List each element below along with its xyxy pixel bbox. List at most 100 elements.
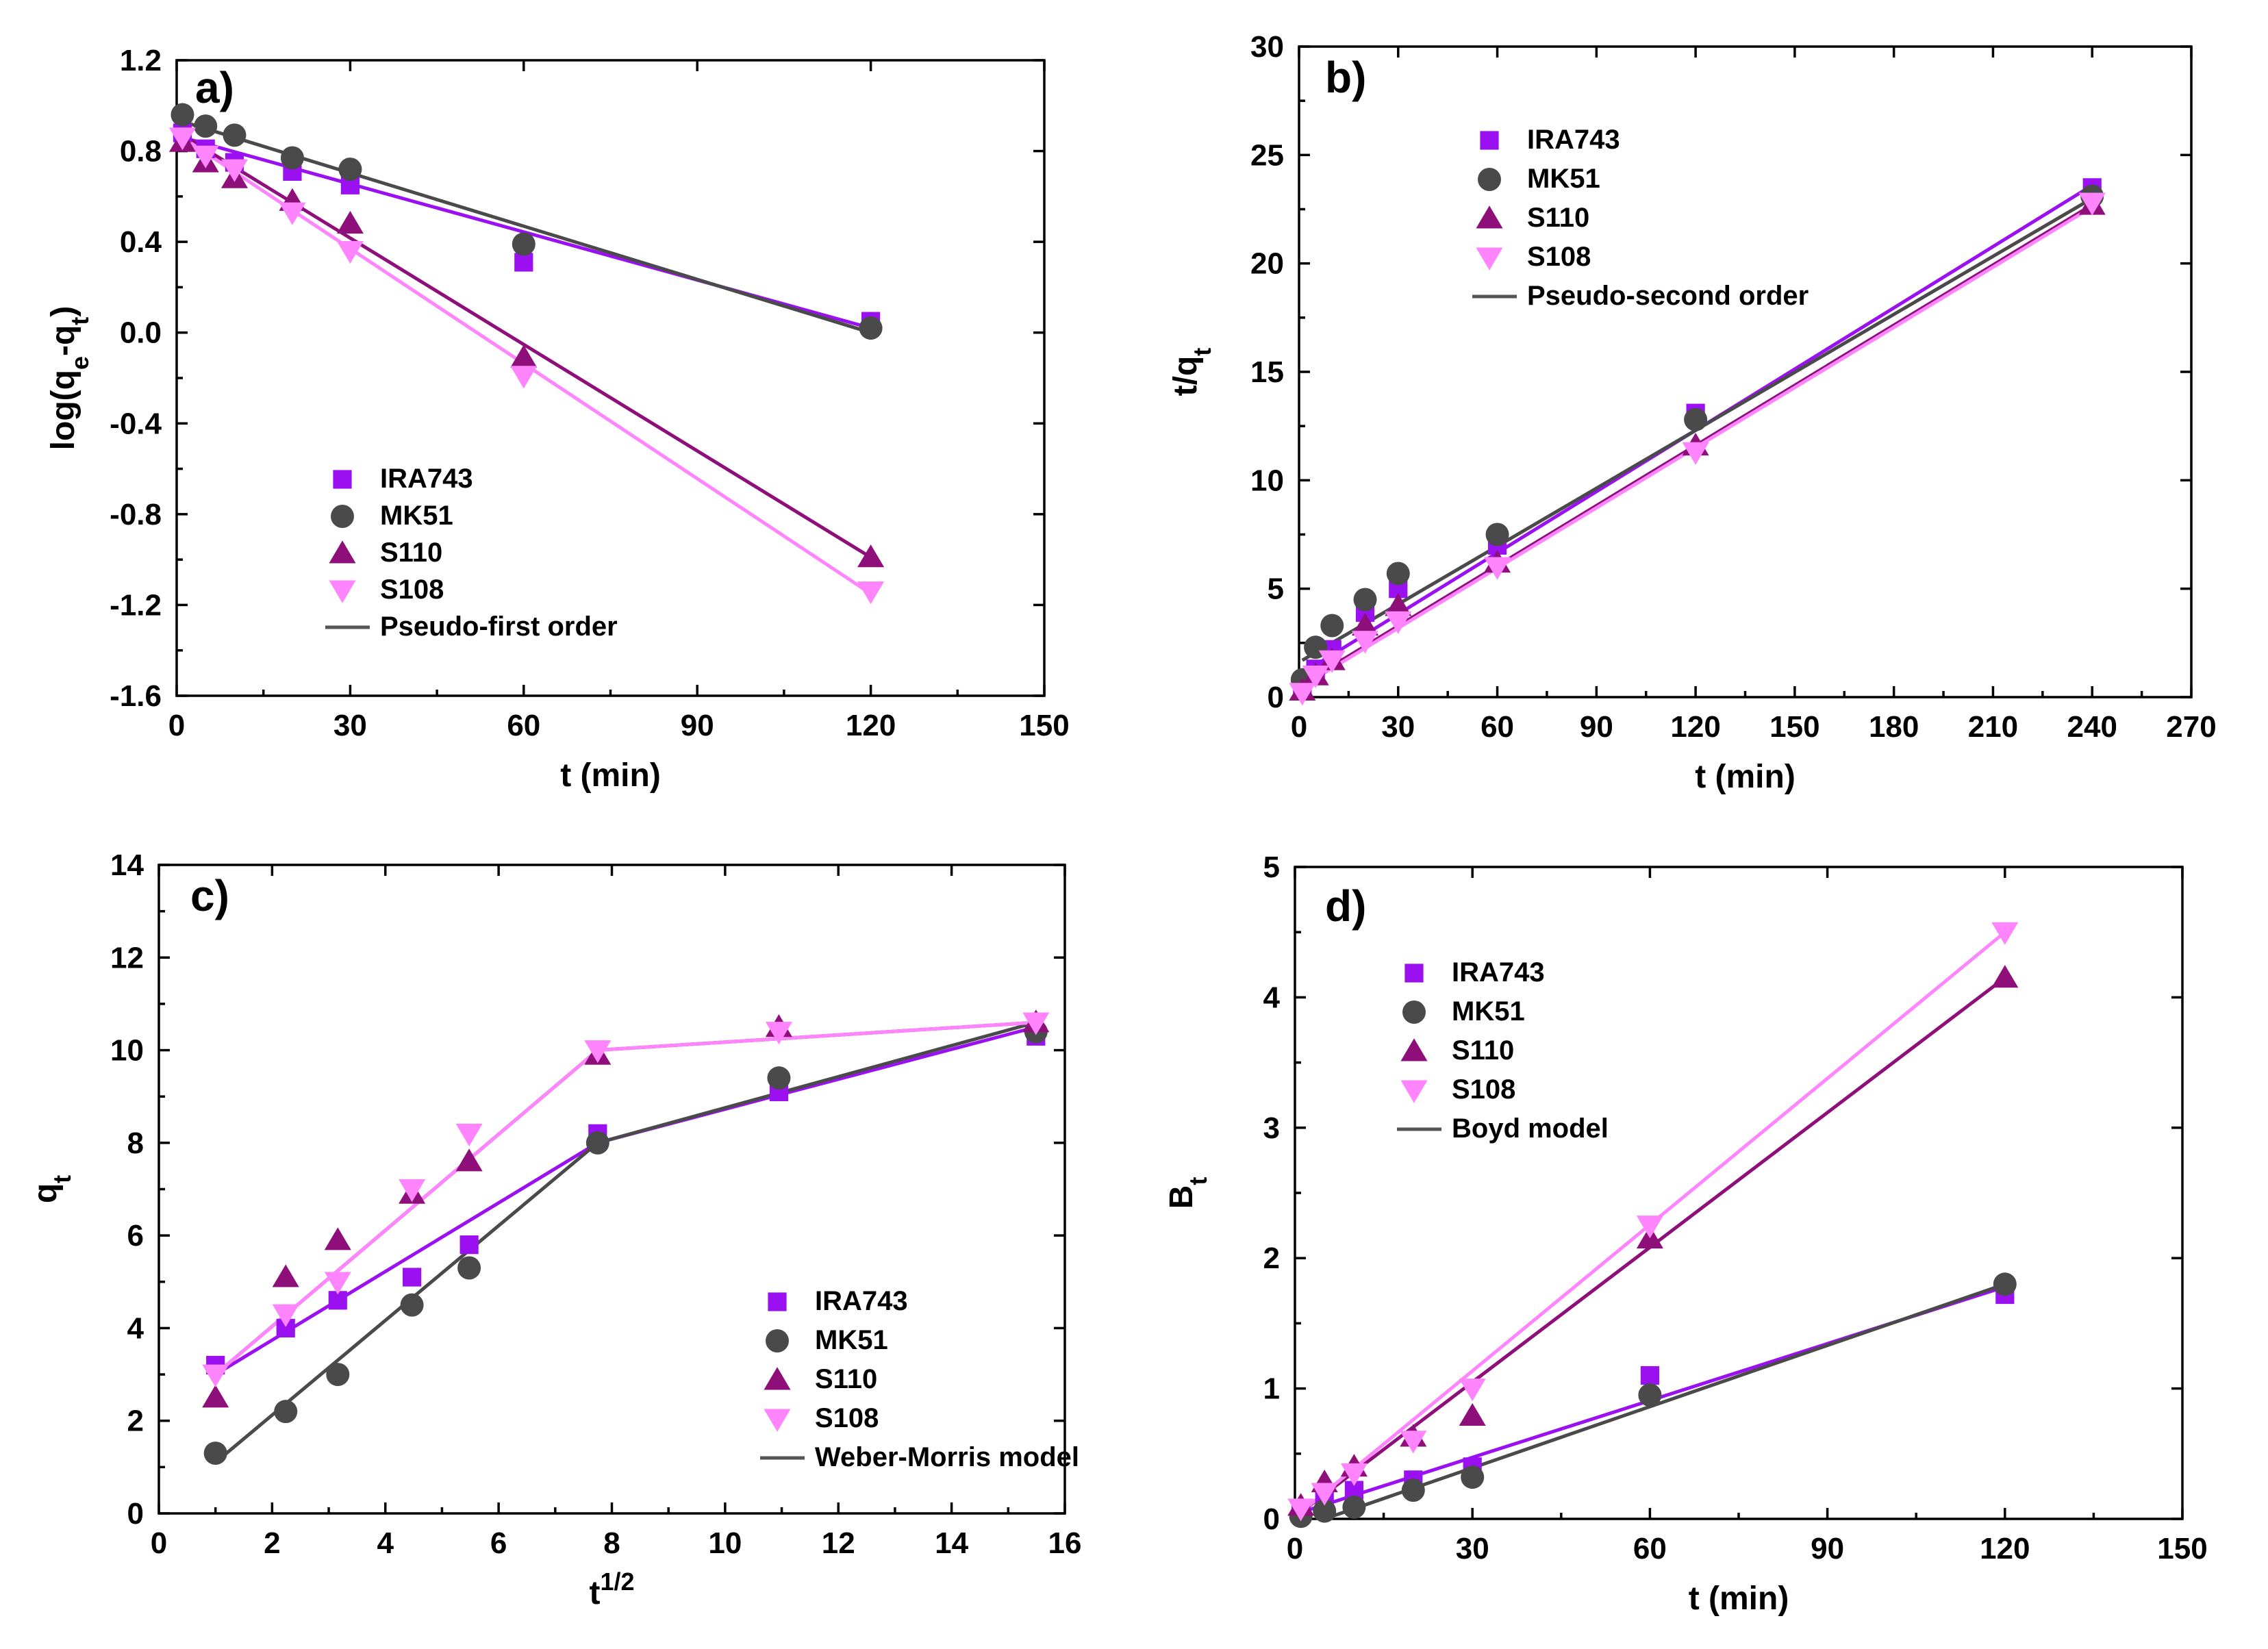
data-point-s108 xyxy=(1682,442,1709,465)
y-tick-label: 0 xyxy=(127,1497,144,1531)
legend-marker-ira743 xyxy=(333,470,352,489)
data-point-s108 xyxy=(192,145,219,168)
data-point-mk51 xyxy=(1313,1499,1337,1523)
legend-marker-mk51 xyxy=(766,1329,789,1352)
legend: IRA743 MK51 S110 S108 Pseudo-first order xyxy=(325,464,618,642)
data-point-s108 xyxy=(272,1304,299,1327)
data-point-mk51 xyxy=(1485,523,1509,546)
legend-marker-s110 xyxy=(329,540,356,564)
panel-label: a) xyxy=(195,63,234,112)
y-tick-label: 30 xyxy=(1250,30,1284,64)
x-tick-label: 2 xyxy=(264,1526,280,1560)
data-point-s110 xyxy=(272,1264,299,1287)
data-point-s108 xyxy=(220,159,249,182)
legend-label-mk51: MK51 xyxy=(380,501,453,531)
data-point-mk51 xyxy=(1401,1478,1425,1502)
data-point-s108 xyxy=(1289,683,1316,706)
y-tick-label: 0.0 xyxy=(120,316,162,350)
x-axis-title: t (min) xyxy=(1689,1581,1789,1617)
x-tick-label: 16 xyxy=(1048,1526,1082,1560)
y-tick-label: 1.2 xyxy=(120,44,162,77)
y-tick-label: 2 xyxy=(127,1405,144,1438)
legend-marker-ira743 xyxy=(1480,131,1499,150)
data-point-mk51 xyxy=(859,316,883,340)
y-tick-label: 4 xyxy=(127,1311,144,1345)
x-tick-label: 0 xyxy=(1287,1532,1303,1565)
x-tick-label: 0 xyxy=(1291,710,1307,744)
panel-d: 0 30 60 90 120 150 0 1 2 3 4 5 t (min) Bt d) IRA743 MK51… xyxy=(1163,851,2208,1617)
y-axis-title: Bt xyxy=(1163,1177,1212,1209)
data-point-mk51 xyxy=(1993,1272,2017,1296)
legend-marker-mk51 xyxy=(1478,168,1501,191)
x-axis-title: t (min) xyxy=(1695,759,1796,795)
x-tick-label: 60 xyxy=(1633,1532,1667,1565)
x-tick-label: 120 xyxy=(1980,1532,2030,1565)
y-axis-title: log(qe-qt) xyxy=(45,306,94,451)
y-axis-title: qt xyxy=(27,1175,76,1203)
x-tick-label: 210 xyxy=(1968,710,2018,744)
x-axis-title: t1/2 xyxy=(589,1568,634,1612)
data-point-s108 xyxy=(1022,1012,1050,1035)
legend-marker-s108 xyxy=(1400,1080,1428,1103)
data-point-s108 xyxy=(1351,631,1379,654)
x-tick-label: 30 xyxy=(1381,710,1415,744)
x-tick-label: 10 xyxy=(708,1526,742,1560)
data-point-ira743 xyxy=(403,1268,422,1287)
data-point-mk51 xyxy=(194,114,218,138)
legend-label-mk51: MK51 xyxy=(1527,164,1600,194)
y-tick-label: 10 xyxy=(1250,464,1284,497)
data-point-s108 xyxy=(279,202,306,225)
data-point-s108 xyxy=(857,581,885,605)
x-tick-label: 150 xyxy=(1019,709,1069,742)
data-point-s110 xyxy=(510,344,538,368)
x-tick-label: 90 xyxy=(1811,1532,1844,1565)
data-point-s108 xyxy=(455,1123,483,1147)
data-point-s108 xyxy=(1340,1463,1368,1487)
legend-label-ira743: IRA743 xyxy=(1527,125,1620,155)
panel-b: 0 30 60 90 120 150 180 210 240 270 0 5 10 15 20 25 30 t (… xyxy=(1168,30,2217,795)
panel-a: 0 30 60 90 120 150 -1.6 -1.2 -0.8 -0.4 0.0 0.4 0.8 1.… xyxy=(45,44,1070,794)
data-point-s110 xyxy=(857,544,885,568)
y-tick-label: 3 xyxy=(1263,1111,1280,1145)
y-tick-label: 5 xyxy=(1263,851,1280,884)
y-axis-title: t/qt xyxy=(1168,348,1216,396)
legend-label-ira743: IRA743 xyxy=(1452,957,1545,987)
x-tick-label: 90 xyxy=(1580,710,1613,744)
x-tick-label: 270 xyxy=(2166,710,2216,744)
data-point-mk51 xyxy=(171,103,194,127)
y-tick-label: 8 xyxy=(127,1126,144,1160)
y-tick-label: -0.4 xyxy=(110,407,162,440)
y-tick-label: 0 xyxy=(1268,681,1284,714)
y-tick-label: 2 xyxy=(1263,1242,1280,1275)
y-tick-label: 14 xyxy=(110,848,144,882)
data-point-mk51 xyxy=(280,146,304,170)
legend: IRA743 MK51 S110 S108 Weber-Morris model xyxy=(760,1286,1079,1472)
legend-marker-s110 xyxy=(1400,1038,1428,1061)
legend-model-label: Pseudo-second order xyxy=(1527,281,1809,311)
legend-label-s110: S110 xyxy=(380,538,442,568)
x-tick-label: 60 xyxy=(1480,710,1514,744)
legend-marker-mk51 xyxy=(331,505,354,528)
legend-marker-s110 xyxy=(1476,205,1503,229)
legend-label-s110: S110 xyxy=(1452,1035,1514,1066)
data-point-s108 xyxy=(168,127,196,151)
legend-marker-ira743 xyxy=(768,1292,787,1311)
data-point-s108 xyxy=(584,1040,612,1063)
data-point-mk51 xyxy=(223,123,247,147)
data-point-s110 xyxy=(336,210,364,234)
legend-marker-ira743 xyxy=(1404,964,1424,983)
y-tick-label: 1 xyxy=(1263,1372,1280,1406)
x-tick-label: 150 xyxy=(2157,1532,2207,1565)
legend-marker-s110 xyxy=(764,1367,791,1390)
data-point-mk51 xyxy=(1684,407,1708,431)
legend-label-s108: S108 xyxy=(380,575,444,605)
data-point-s108 xyxy=(399,1179,426,1203)
y-tick-label: 25 xyxy=(1250,138,1284,172)
y-tick-label: 12 xyxy=(110,941,144,974)
legend-label-s108: S108 xyxy=(815,1403,879,1433)
data-point-s108 xyxy=(324,1272,351,1295)
legend-label-s108: S108 xyxy=(1452,1074,1515,1105)
legend-label-s108: S108 xyxy=(1527,242,1591,272)
data-point-s108 xyxy=(1459,1379,1486,1402)
legend: IRA743 MK51 S110 S108 Pseudo-second order xyxy=(1472,125,1809,311)
